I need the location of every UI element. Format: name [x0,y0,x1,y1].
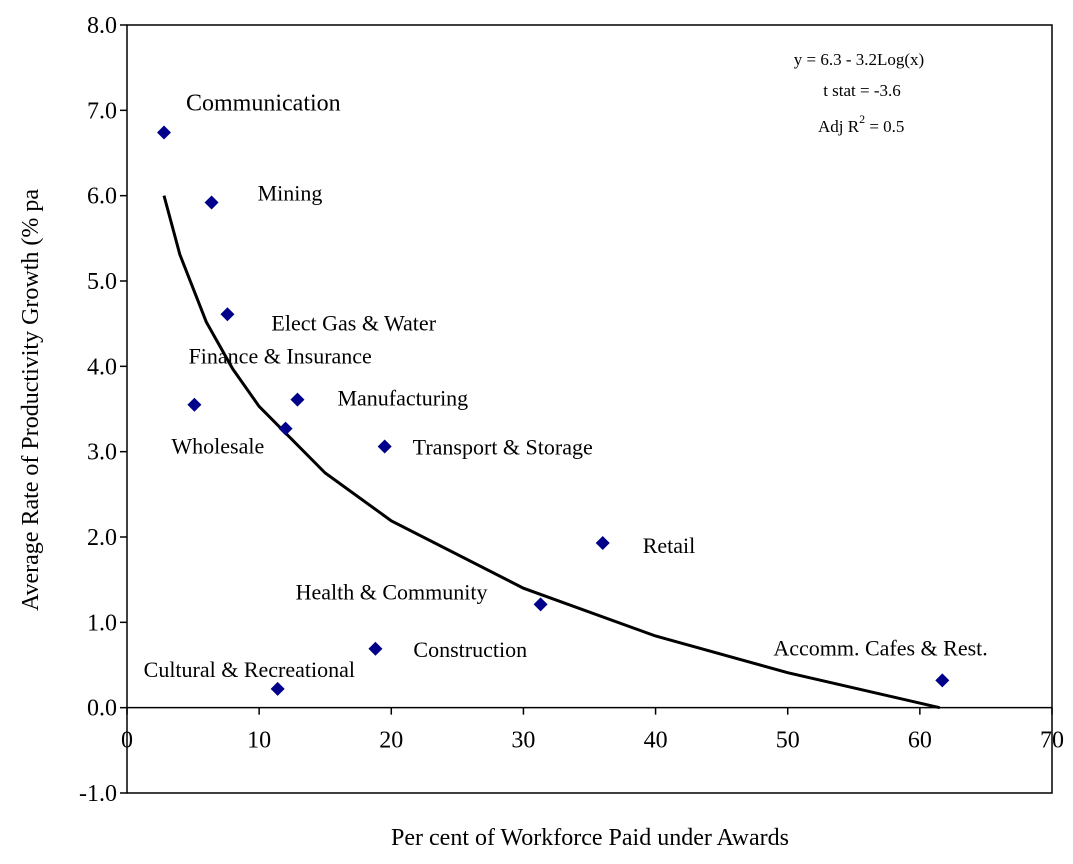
trend-line [162,195,941,710]
r-squared: Adj R2 = 0.5 [818,112,904,136]
y-tick-label: -1.0 [79,781,117,807]
y-tick-label: 8.0 [87,13,117,39]
data-point [935,673,950,688]
t-stat: t stat = -3.6 [823,81,901,100]
data-point [368,641,383,656]
point-label: Construction [413,637,527,662]
point-label: Communication [186,91,341,117]
point-label: Accomm. Cafes & Rest. [773,635,987,660]
point-label: Mining [258,180,323,205]
y-tick-label: 7.0 [87,98,117,124]
point-label: Transport & Storage [413,435,593,460]
data-point [157,125,171,140]
data-point [290,392,305,407]
x-axis-label: Per cent of Workforce Paid under Awards [391,825,789,851]
y-axis-label: Average Rate of Productivity Growth (% p… [18,189,44,611]
y-tick-label: 5.0 [87,269,117,295]
data-point [278,421,293,436]
y-tick-label: 0.0 [87,696,117,722]
plot-frame [126,24,1053,794]
data-point [187,397,202,412]
point-label: Elect Gas & Water [271,310,436,335]
data-point [533,597,548,612]
r2-prefix: Adj R [818,117,860,136]
data-point [204,195,219,210]
data-point [377,439,392,454]
y-tick-label: 2.0 [87,525,117,551]
y-tick-label: 6.0 [87,184,117,210]
x-tick-label: 70 [1040,728,1064,754]
data-point [270,681,285,696]
x-tick-label: 10 [247,728,271,754]
data-point [220,307,235,322]
x-tick-label: 60 [908,728,932,754]
point-label: Cultural & Recreational [144,657,355,682]
r2-suffix: = 0.5 [865,117,904,136]
x-tick-label: 40 [644,728,668,754]
y-tick-label: 4.0 [87,354,117,380]
r2-sup: 2 [859,112,865,126]
x-tick-label: 0 [121,728,133,754]
x-tick-label: 30 [511,728,535,754]
x-tick-label: 50 [776,728,800,754]
y-tick-label: 3.0 [87,440,117,466]
point-label: Retail [643,533,696,558]
y-tick-label: 1.0 [87,610,117,636]
equation: y = 6.3 - 3.2Log(x) [794,50,924,69]
x-tick-label: 20 [379,728,403,754]
data-point [595,535,610,550]
point-label: Finance & Insurance [189,344,372,369]
point-label: Wholesale [171,434,264,459]
point-label: Health & Community [296,579,488,604]
point-label: Manufacturing [337,386,468,411]
